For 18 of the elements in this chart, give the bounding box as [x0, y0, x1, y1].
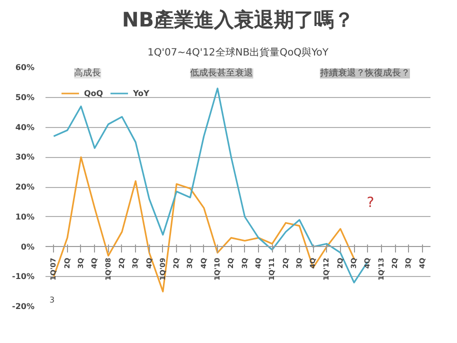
y-tick-label: 40% — [15, 122, 35, 132]
chart-title: NB產業進入衰退期了嗎？ — [122, 8, 354, 32]
chart-subtitle: 1Q'07~4Q'12全球NB出貨量QoQ與YoY — [148, 46, 330, 58]
y-tick-label: 60% — [15, 63, 35, 72]
legend-label: QoQ — [84, 88, 104, 98]
y-tick-label: 10% — [15, 212, 35, 222]
y-tick-label: -20% — [12, 302, 34, 311]
annotation: ? — [366, 194, 374, 211]
annotation: 持續衰退？恢復成長？ — [320, 68, 410, 78]
annotation: 3 — [50, 296, 55, 304]
annotation: 高成長 — [74, 68, 102, 78]
y-tick-label: 20% — [15, 182, 35, 192]
y-tick-label: -10% — [12, 272, 34, 282]
y-tick-label: 30% — [15, 152, 35, 162]
annotation: 低成長甚至衰退 — [190, 68, 254, 78]
legend-label: YoY — [133, 88, 150, 98]
y-tick-label: 50% — [15, 92, 35, 102]
y-tick-label: 0% — [20, 242, 35, 252]
